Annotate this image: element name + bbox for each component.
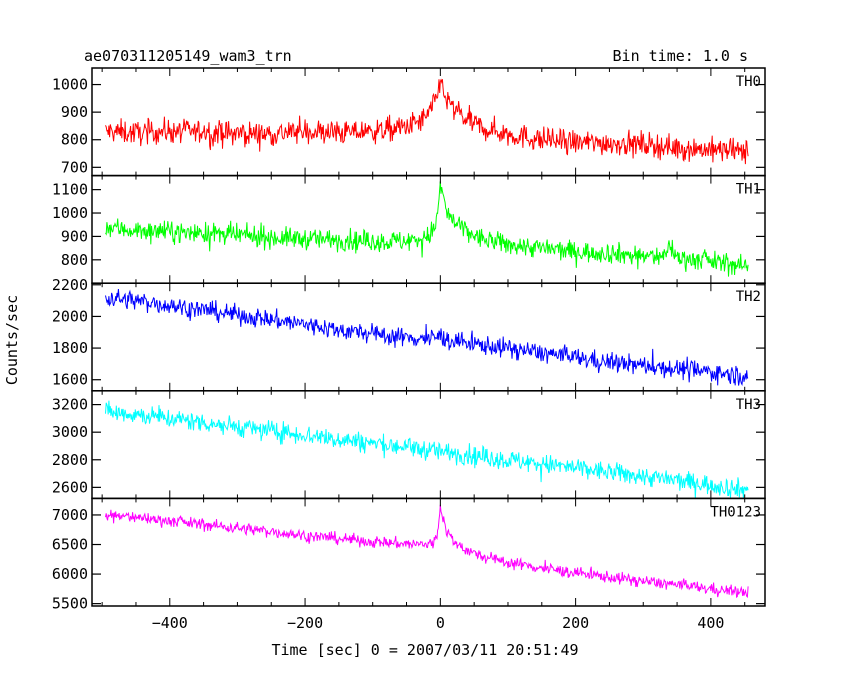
y-tick-label: 2600 <box>52 478 88 496</box>
panel-th2: 1600 1800 2000 2200 TH2 <box>52 276 766 392</box>
panel-frame <box>91 67 766 177</box>
series-line-th2 <box>105 289 749 386</box>
bin-time-label: Bin time: 1.0 s <box>613 47 748 65</box>
series-line-th1 <box>105 181 749 277</box>
y-tick-label: 900 <box>61 103 88 121</box>
panel-label-th3: TH3 <box>736 397 761 413</box>
x-axis-label: Time [sec] 0 = 2007/03/11 20:51:49 <box>271 641 578 659</box>
panel-th0123: 5500 6000 6500 7000 TH0123 <box>52 497 766 613</box>
x-axis: −400 −200 0 200 400 <box>152 614 725 632</box>
chart-title: ae070311205149_wam3_trn <box>84 47 292 65</box>
x-tick-label: 200 <box>562 614 589 632</box>
y-tick-label: 1000 <box>52 76 88 94</box>
y-tick-label: 2800 <box>52 451 88 469</box>
y-tick-label: 2200 <box>52 276 88 294</box>
y-tick-label: 6000 <box>52 565 88 583</box>
y-tick-label: 3000 <box>52 423 88 441</box>
y-tick-label: 2000 <box>52 307 88 325</box>
series-line-th0123 <box>105 504 749 599</box>
x-tick-label: −400 <box>152 614 188 632</box>
y-axis-label: Counts/sec <box>3 295 21 385</box>
y-tick-label: 1800 <box>52 339 88 357</box>
y-tick-label: 3200 <box>52 396 88 414</box>
panel-label-th2: TH2 <box>736 289 761 305</box>
y-tick-label: 1100 <box>52 181 88 199</box>
y-tick-label: 1000 <box>52 204 88 222</box>
y-tick-label: 800 <box>61 251 88 269</box>
y-tick-label: 800 <box>61 131 88 149</box>
y-tick-label: 1600 <box>52 371 88 389</box>
x-tick-label: 400 <box>697 614 724 632</box>
x-tick-label: −200 <box>287 614 323 632</box>
panel-label-th1: TH1 <box>736 182 761 198</box>
series-line-th3 <box>105 400 749 499</box>
y-tick-label: 900 <box>61 227 88 245</box>
panel-th0: 700 800 900 1000 TH0 <box>52 67 766 177</box>
panel-th1: 800 900 1000 1100 TH1 <box>52 174 766 284</box>
panel-label-th0123: TH0123 <box>710 504 761 520</box>
panel-th3: 2600 2800 3000 3200 TH3 <box>52 390 766 500</box>
y-tick-label: 6500 <box>52 536 88 554</box>
panel-frame <box>91 174 766 284</box>
x-tick-label: 0 <box>436 614 445 632</box>
y-tick-label: 5500 <box>52 595 88 613</box>
y-tick-label: 700 <box>61 158 88 176</box>
series-line-th0 <box>105 78 749 165</box>
panel-frame <box>91 497 766 607</box>
panels-group: 700 800 900 1000 TH0 800 900 1000 1100 TH1 1600 180… <box>52 67 766 613</box>
panel-label-th0: TH0 <box>736 74 761 90</box>
y-tick-label: 7000 <box>52 506 88 524</box>
